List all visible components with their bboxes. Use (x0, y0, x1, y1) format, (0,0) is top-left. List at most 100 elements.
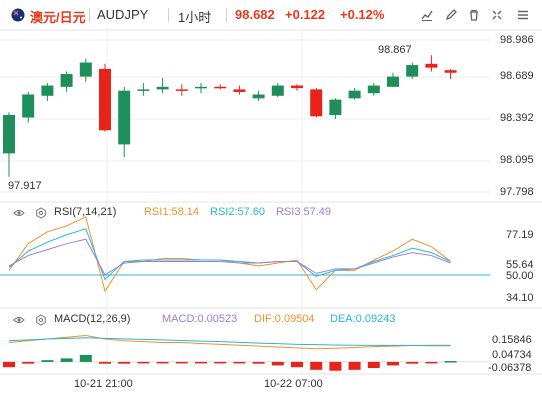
macd-value: MACD:0.00523 (162, 313, 238, 325)
macd-axis-label: -0.06378 (488, 362, 532, 374)
candle-body (387, 76, 399, 87)
rsi1-line (8, 216, 451, 293)
divider (89, 8, 90, 22)
candle-body (252, 94, 265, 99)
macd-histogram-bar (291, 361, 303, 368)
dea-value: DEA:0.09243 (330, 313, 396, 325)
candle-body (156, 86, 169, 90)
rsi2-value: RSI2:57.60 (210, 206, 266, 218)
macd-histogram-bar (406, 361, 419, 364)
candle-body (3, 114, 15, 154)
australia-flag-icon (11, 8, 25, 22)
rsi-axis-label: 34.10 (506, 292, 534, 304)
y-axis-label: 98.095 (500, 154, 534, 166)
eye-icon (12, 209, 25, 216)
candle-body (41, 85, 54, 96)
draw-trend-icon (421, 10, 433, 21)
candle-body (233, 89, 246, 92)
y-axis-label: 98.392 (500, 112, 534, 124)
candle-body (425, 63, 438, 68)
rsi-axis-label: 50.00 (506, 270, 534, 282)
settings-button[interactable] (488, 6, 506, 24)
candle-body (406, 65, 419, 77)
rsi-settings-button[interactable] (34, 206, 47, 219)
dif-line (8, 335, 451, 350)
time-axis-label: 10-22 07:00 (264, 378, 323, 390)
draw-trend-button[interactable] (418, 6, 436, 24)
candle-body (291, 85, 303, 89)
macd-histogram-bar (214, 361, 227, 364)
candle-body (137, 89, 150, 91)
last-price: 98.682 (235, 7, 275, 22)
low-price-label: 97.917 (8, 180, 42, 192)
candle-body (444, 70, 457, 73)
delete-button[interactable] (465, 6, 483, 24)
macd-histogram-bar (310, 361, 323, 370)
pencil-icon (445, 9, 457, 21)
macd-histogram-bar (41, 360, 54, 362)
macd-histogram-bar (425, 361, 438, 364)
candle-body (118, 90, 131, 145)
macd-histogram-bar (156, 361, 169, 364)
candle-body (99, 68, 111, 131)
rsi2-line (8, 228, 451, 281)
divider (226, 8, 227, 22)
collapse-macd-button[interactable] (12, 313, 25, 326)
menu-button[interactable] (514, 6, 532, 24)
dea-line (8, 337, 451, 347)
macd-histogram-bar (387, 361, 399, 366)
macd-histogram-bar (22, 361, 35, 364)
menu-icon (518, 10, 528, 20)
rsi1-value: RSI1:58.14 (144, 206, 200, 218)
symbol-name[interactable]: 澳元/日元 (30, 10, 86, 25)
macd-histogram-bar (99, 361, 111, 364)
macd-histogram-bar (3, 361, 15, 368)
macd-histogram-bar (329, 361, 342, 371)
candle-body (348, 90, 361, 99)
macd-histogram-bar (348, 361, 361, 370)
macd-histogram-bar (444, 361, 457, 363)
rsi-title: RSI(7,14,21) (54, 206, 117, 218)
candle-body (214, 86, 227, 89)
symbol-code: AUDJPY (97, 7, 149, 22)
y-axis-label: 98.689 (500, 70, 534, 82)
macd-histogram-bar (79, 354, 92, 362)
macd-histogram-bar (367, 361, 380, 369)
candle-body (195, 86, 207, 89)
high-price-label: 98.867 (378, 44, 412, 56)
candle-body (175, 89, 188, 91)
rsi-axis-label: 55.64 (506, 259, 534, 271)
pencil-button[interactable] (442, 6, 460, 24)
gear-icon (35, 206, 46, 219)
price-change: +0.122 (285, 7, 326, 22)
rsi-axis-label: 77.19 (506, 229, 534, 241)
delete-icon (470, 9, 478, 21)
candle-body (60, 74, 73, 87)
rsi3-line (8, 238, 451, 276)
period-selector[interactable]: 1小时 (178, 10, 212, 25)
macd-histogram-bar (137, 361, 150, 364)
dif-value: DIF:0.09504 (254, 313, 315, 325)
quote-header: 澳元/日元 AUDJPY 1小时 98.682 +0.122 +0.12% (0, 0, 542, 30)
candle-body (367, 85, 380, 94)
gear-icon (35, 313, 46, 326)
rsi3-value: RSI3:57.49 (276, 206, 332, 218)
candle-body (79, 62, 92, 77)
collapse-rsi-button[interactable] (12, 206, 25, 219)
macd-histogram-bar (175, 361, 188, 364)
macd-histogram-bar (60, 358, 73, 362)
macd-histogram-bar (233, 361, 246, 364)
y-axis-label: 98.986 (500, 34, 534, 46)
macd-axis-label: 0.04734 (492, 349, 532, 361)
settings-icon (492, 10, 502, 20)
macd-axis-label: 0.15846 (492, 334, 532, 346)
candle-body (310, 89, 323, 117)
macd-settings-button[interactable] (34, 313, 47, 326)
macd-histogram-bar (195, 361, 207, 364)
macd-histogram-bar (271, 361, 284, 366)
y-axis-label: 97.798 (500, 186, 534, 198)
eye-icon (12, 316, 25, 323)
macd-title: MACD(12,26,9) (54, 313, 131, 325)
candle-body (271, 85, 284, 96)
